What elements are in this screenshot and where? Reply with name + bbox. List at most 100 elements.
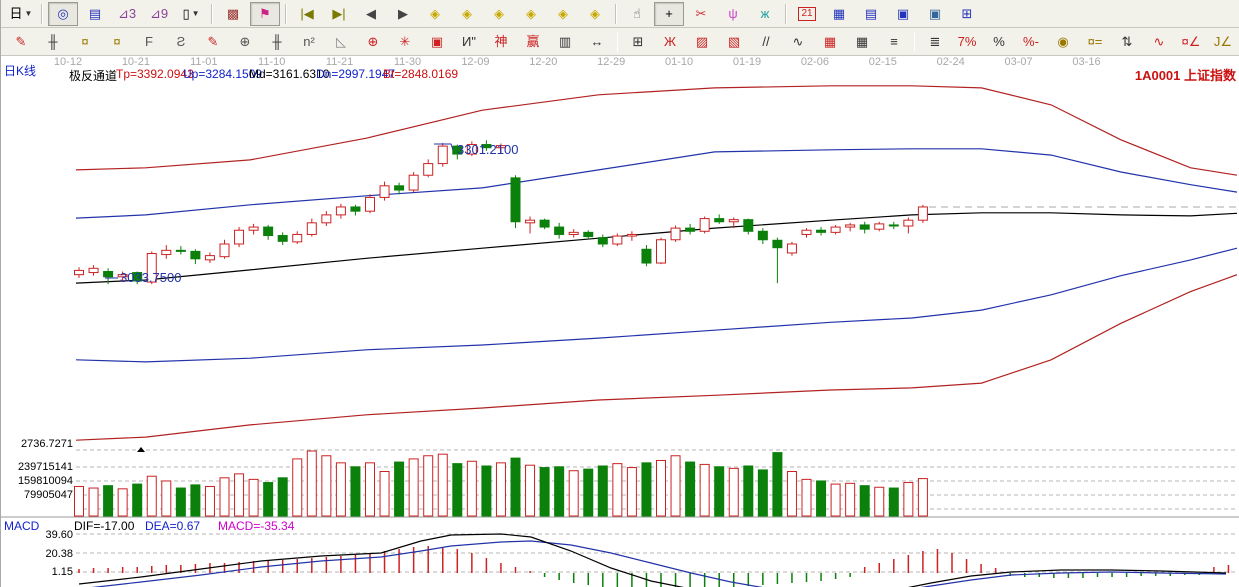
diamond-left-icon[interactable]: ◈ [420,2,450,26]
candle [234,229,245,245]
n2-tool-icon[interactable]: n² [294,30,324,54]
period-day-button-dropdown-icon[interactable]: ▼ [24,8,33,18]
pct-strike-icon[interactable]: 7% [952,30,982,54]
diamond-hshrink-icon[interactable]: ◈ [516,2,546,26]
volume-bar [525,464,536,517]
ying-tool-icon[interactable]: 赢 [518,30,548,54]
date-tick-label: 01-19 [732,56,762,68]
gold-line-icon[interactable]: ¤= [1080,30,1110,54]
last-page-icon[interactable]: ▶| [324,2,354,26]
period-day-button[interactable]: 日 ▼ [6,2,36,26]
dif-line [78,533,1227,587]
trend-lines-icon[interactable]: // [751,30,781,54]
tool-pink-icon[interactable]: ψ [718,2,748,26]
angle-tool-icon[interactable]: ◺ [326,30,356,54]
width-tool-icon[interactable]: ↔ [582,30,612,54]
calendar-icon[interactable]: 21 [792,2,822,26]
calculator-icon[interactable]: ▦ [824,2,854,26]
piano-ruler-icon[interactable]: ▥ [550,30,580,54]
diamond-expand-icon[interactable]: ◈ [580,2,610,26]
chart-region[interactable]: 10-12 10-21 11-01 11-10 11-21 11-30 12-09 12-20… [1,56,1239,587]
candle [161,249,172,256]
scale-list-icon[interactable]: ≣ [920,30,950,54]
target-red-icon[interactable]: ⊕ [358,30,388,54]
gann-box-icon[interactable]: ⊞ [623,30,653,54]
gold-tool-2-icon[interactable]: ¤ [102,30,132,54]
shen-tool-icon[interactable]: 神 [486,30,516,54]
indicator-box-icon[interactable]: ▩ [218,2,248,26]
rays-icon[interactable]: Ж [655,30,685,54]
ticks2-icon[interactable]: ╫ [262,30,292,54]
chart-mode-icon: ◎ [57,6,69,21]
grid-black-icon[interactable]: ▦ [847,30,877,54]
data-transfer-icon[interactable]: ⊞ [952,2,982,26]
prev-page-icon: ◀ [366,6,376,21]
candle-style-icon[interactable]: ▯ ▼ [176,2,206,26]
tool-teal-icon[interactable]: ж [750,2,780,26]
candle [306,222,317,235]
notes-icon: ▤ [864,6,878,21]
rays-icon: Ж [663,34,676,49]
candle [845,224,856,228]
gold-angle-1-icon[interactable]: ¤∠ [1176,30,1206,54]
s-tool-icon[interactable]: Ƨ [166,30,196,54]
j-angle-icon[interactable]: J∠ [1208,30,1238,54]
n2-tool-icon: n² [303,34,315,49]
fan-box-2-icon[interactable]: ▧ [719,30,749,54]
volume-bar [670,455,681,517]
first-page-icon[interactable]: |◀ [292,2,322,26]
fan-box-1-icon[interactable]: ▨ [687,30,717,54]
volume-bar [685,461,696,517]
last-page-icon: ▶| [332,6,346,21]
save-icon[interactable]: ▣ [888,2,918,26]
diamond-star-icon[interactable]: ◈ [548,2,578,26]
wave-marks-icon[interactable]: И" [454,30,484,54]
volume-bar [699,463,710,517]
pen-tool-icon[interactable]: ✎ [6,30,36,54]
box-target-icon[interactable]: ▣ [422,30,452,54]
up-value-label: Up=3284.1509 [183,67,263,81]
gold-tool-1-icon[interactable]: ¤ [70,30,100,54]
f-tool-icon[interactable]: F [134,30,164,54]
ruler-ticks-icon[interactable]: ╫ [38,30,68,54]
save-web-icon[interactable]: ▣ [920,2,950,26]
crosshair-tool-icon[interactable]: + [654,1,684,26]
price-chart-svg[interactable]: 3301.2100 3033.7500 2736.7271 239715141 1598… [1,56,1239,587]
bars-3-icon[interactable]: ⊿3 [112,2,142,26]
symbol-name-label[interactable]: 1A0001 上证指数 [1134,68,1236,83]
flag-tool-icon[interactable]: ⚑ [250,1,280,26]
candle [350,206,361,212]
percent-icon[interactable]: % [984,30,1014,54]
diamond-hexpand-icon[interactable]: ◈ [484,2,514,26]
volume-bar [423,455,434,517]
dea-line [91,540,1227,587]
candle [917,206,928,221]
parallel-icon[interactable]: ≡ [879,30,909,54]
bars-9-icon[interactable]: ⊿9 [144,2,174,26]
cut-tool-icon[interactable]: ✂ [686,2,716,26]
chart-mode-icon[interactable]: ◎ [48,1,78,26]
pct-line-icon[interactable]: %- [1016,30,1046,54]
updown-pen-icon[interactable]: ⇅ [1112,30,1142,54]
wave-red-icon[interactable]: ∿ [1144,30,1174,54]
gold-circle-icon[interactable]: ◉ [1048,30,1078,54]
j-angle-icon: J∠ [1213,34,1233,49]
volume-bar [612,463,623,517]
hand-tool-icon[interactable]: ☝ [622,2,652,26]
prev-page-icon[interactable]: ◀ [356,2,386,26]
diamond-right-icon[interactable]: ◈ [452,2,482,26]
next-page-icon[interactable]: ▶ [388,2,418,26]
macd-panel-label[interactable]: MACD [4,519,40,533]
pen-ruler-icon[interactable]: ✎ [198,30,228,54]
indicator-name-label[interactable]: 极反通道 [69,69,118,83]
date-tick-label: 01-10 [665,56,694,68]
compass-icon[interactable]: ⊕ [230,30,260,54]
candle-style-icon-dropdown-icon[interactable]: ▼ [191,8,200,18]
percent-icon: % [993,34,1005,49]
grid-red-icon[interactable]: ▦ [815,30,845,54]
f10-info-icon[interactable]: ▤ [80,2,110,26]
zigzag-icon[interactable]: ∿ [783,30,813,54]
star-red-icon[interactable]: ✳ [390,30,420,54]
volume-bar [845,482,856,517]
notes-icon[interactable]: ▤ [856,2,886,26]
